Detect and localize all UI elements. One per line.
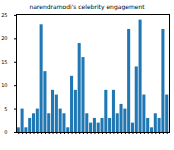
svg-text:20: 20 <box>1 35 7 41</box>
svg-text:10: 10 <box>1 82 7 88</box>
html-text:narendramodi's celebrity engag: narendramodi's celebrity engagement <box>29 3 145 10</box>
svg-text:5: 5 <box>4 106 7 112</box>
svg-text:0: 0 <box>4 129 7 135</box>
svg-text:15: 15 <box>1 59 7 65</box>
svg-text:25: 25 <box>1 12 7 18</box>
